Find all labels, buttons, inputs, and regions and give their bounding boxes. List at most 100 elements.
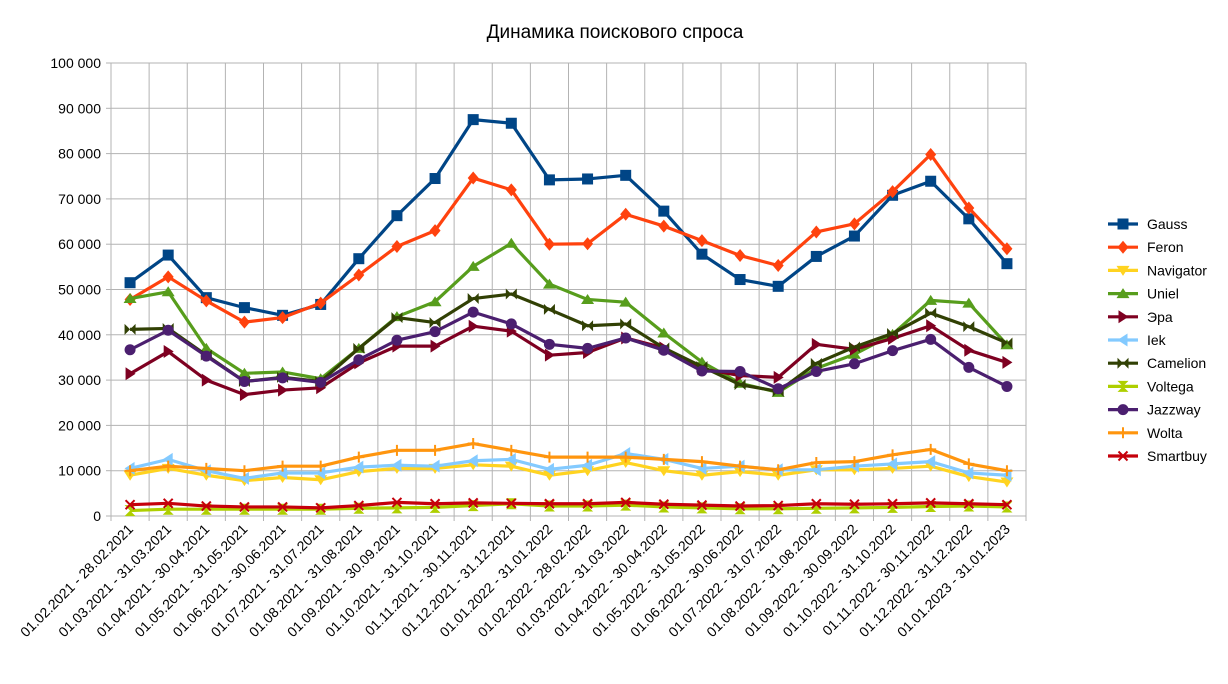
data-point [124, 277, 136, 289]
data-point [504, 237, 518, 248]
data-point [467, 306, 479, 318]
data-point [658, 344, 670, 356]
data-point [278, 383, 289, 397]
data-point [428, 296, 442, 307]
data-point [1002, 355, 1013, 369]
data-point [582, 451, 594, 463]
data-point [810, 357, 817, 369]
y-tick-label: 30 000 [58, 372, 101, 388]
data-point [925, 175, 937, 187]
series-line [130, 500, 1007, 510]
data-point [277, 509, 289, 515]
data-point [467, 114, 479, 126]
data-point [1000, 339, 1014, 350]
data-point [773, 370, 784, 384]
data-point [620, 497, 631, 508]
data-point [963, 201, 975, 215]
data-point [620, 207, 632, 221]
data-point [505, 183, 517, 197]
data-point [582, 506, 594, 512]
y-tick-label: 20 000 [58, 417, 101, 433]
data-point [429, 173, 441, 185]
data-point [358, 342, 365, 354]
data-point [811, 498, 822, 509]
data-point [429, 317, 436, 329]
data-point [162, 452, 173, 466]
data-point [429, 498, 441, 509]
legend-label: Navigator [1147, 262, 1207, 278]
data-point [429, 459, 440, 473]
data-point [543, 174, 555, 186]
data-point [1001, 506, 1013, 513]
data-point [201, 500, 212, 512]
data-point [658, 219, 670, 233]
data-point [391, 312, 397, 324]
data-point [162, 498, 174, 509]
data-point [696, 248, 708, 260]
legend-label: Gauss [1147, 216, 1187, 232]
data-point [1117, 386, 1129, 392]
data-point [810, 225, 822, 239]
data-point [396, 312, 403, 324]
y-tick-label: 0 [93, 508, 101, 524]
data-point [1117, 404, 1129, 416]
data-point [587, 320, 594, 332]
data-point [201, 373, 212, 387]
data-point [848, 507, 860, 514]
data-point [315, 460, 327, 472]
data-point [543, 237, 555, 251]
series-line [129, 310, 1008, 391]
legend-item: Feron [1108, 239, 1184, 255]
data-point [658, 205, 670, 217]
data-point [391, 239, 403, 253]
data-point [505, 444, 517, 456]
data-point [542, 278, 556, 289]
data-point [277, 311, 289, 325]
data-point [696, 507, 708, 514]
data-point [734, 508, 746, 515]
data-point [887, 185, 899, 199]
data-point [620, 318, 626, 330]
y-axis: 0 10 000 20 000 30 000 40 000 50 000 60 000 70 … [50, 55, 101, 524]
data-point [200, 509, 212, 515]
data-point [963, 361, 975, 373]
data-point [1118, 310, 1129, 324]
data-point [696, 499, 708, 511]
data-point [162, 460, 174, 472]
data-point [658, 506, 670, 513]
data-point [505, 288, 512, 300]
series-line [129, 241, 1009, 394]
data-point [1117, 427, 1129, 439]
data-point [125, 367, 136, 381]
series-line [129, 324, 1008, 397]
data-point [429, 507, 441, 513]
data-point [506, 498, 517, 509]
y-tick-label: 80 000 [58, 146, 101, 162]
data-point [543, 451, 555, 463]
data-point [734, 249, 746, 263]
data-point [619, 296, 633, 307]
legend-label: Camelion [1147, 355, 1206, 371]
data-point [1116, 265, 1130, 276]
y-tick-label: 90 000 [58, 100, 101, 116]
data-point [200, 294, 212, 308]
series-line [129, 118, 1009, 317]
data-point [582, 320, 588, 332]
data-point [239, 501, 250, 513]
data-point [505, 318, 517, 330]
data-point [925, 497, 936, 509]
data-point [467, 438, 479, 450]
data-point [816, 357, 822, 369]
data-point [968, 321, 975, 333]
legend-item: Iek [1108, 332, 1167, 348]
data-point [353, 354, 365, 366]
data-point [924, 294, 938, 305]
data-point [887, 345, 899, 357]
data-point [430, 339, 441, 353]
data-point [353, 451, 365, 463]
data-point [238, 465, 250, 477]
data-point [740, 379, 746, 391]
data-point [505, 503, 517, 510]
data-point [772, 508, 784, 515]
data-point [1117, 357, 1123, 369]
